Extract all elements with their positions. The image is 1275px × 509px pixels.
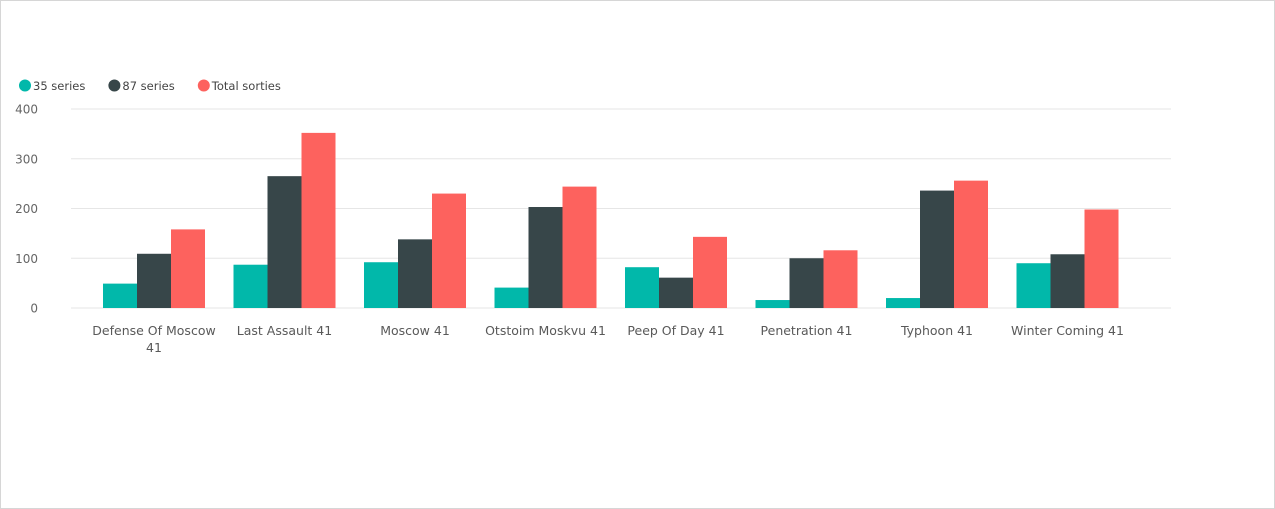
bar-3-7[interactable] [954,180,988,308]
x-tick-label: Last Assault 41 [237,323,332,338]
bar-2-6[interactable] [789,258,824,308]
y-tick-label: 400 [15,103,38,117]
x-tick-label: Penetration 41 [761,323,853,338]
x-tick-label: 41 [146,340,162,355]
bar-2-7[interactable] [920,190,954,308]
legend-marker-1[interactable] [19,79,31,92]
bar-1-7[interactable] [886,298,920,308]
bar-1-4[interactable] [494,287,529,308]
x-tick-label: Defense Of Moscow [92,323,215,338]
legend-label-2[interactable]: 87 series [122,79,174,93]
bar-3-8[interactable] [1084,209,1119,308]
bar-1-8[interactable] [1016,263,1051,308]
x-axis: Defense Of Moscow 41 Last Assault 41 Moscow… [92,323,1124,355]
bar-1-2[interactable] [233,264,268,308]
x-tick-label: Winter Coming 41 [1011,323,1124,338]
bar-3-6[interactable] [823,250,858,308]
bar-3-1[interactable] [171,229,205,308]
bar-2-8[interactable] [1050,254,1085,308]
bar-2-1[interactable] [137,253,171,308]
legend: 35 series 87 series Total sorties [19,79,281,93]
bar-1-1[interactable] [103,283,137,308]
y-tick-label: 200 [15,202,38,216]
bars [103,132,1119,308]
legend-marker-3[interactable] [197,79,210,92]
bar-2-3[interactable] [398,239,432,308]
bar-1-6[interactable] [755,300,790,308]
y-axis: 0 100 200 300 400 [15,103,38,316]
bar-3-2[interactable] [301,132,336,308]
x-tick-label: Peep Of Day 41 [627,323,724,338]
y-tick-label: 100 [15,252,38,266]
x-tick-label: Typhoon 41 [900,323,973,338]
y-tick-label: 0 [30,302,38,316]
bar-3-5[interactable] [693,236,727,308]
bar-1-3[interactable] [364,262,398,308]
legend-marker-2[interactable] [108,79,121,92]
y-tick-label: 300 [15,152,38,166]
bar-2-4[interactable] [528,207,563,308]
legend-label-3[interactable]: Total sorties [211,79,281,93]
bar-2-2[interactable] [267,176,302,308]
bar-3-3[interactable] [432,193,466,308]
bar-2-5[interactable] [659,277,693,308]
legend-label-1[interactable]: 35 series [33,79,85,93]
bar-1-5[interactable] [625,267,659,308]
x-tick-label: Otstoim Moskvu 41 [485,323,606,338]
x-tick-label: Moscow 41 [380,323,450,338]
bar-3-4[interactable] [562,186,597,308]
